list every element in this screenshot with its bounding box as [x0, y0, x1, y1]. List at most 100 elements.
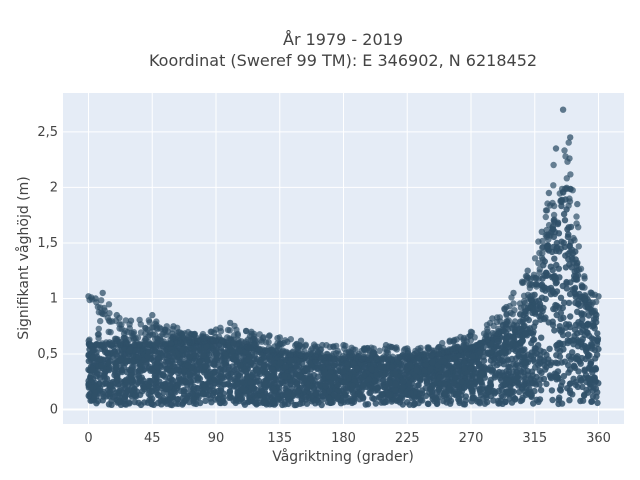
data-point: [535, 398, 542, 405]
data-point: [555, 400, 562, 408]
data-point: [440, 358, 448, 365]
data-point: [538, 228, 545, 235]
data-point: [526, 390, 533, 398]
data-point: [101, 375, 109, 383]
data-point: [289, 392, 297, 400]
data-point: [564, 385, 571, 392]
data-point: [85, 293, 92, 300]
data-point: [537, 306, 544, 313]
data-point: [575, 319, 582, 326]
data-point: [245, 389, 253, 396]
data-point: [533, 373, 540, 381]
data-point: [270, 360, 277, 367]
data-point: [255, 346, 263, 353]
x-tick-label: 90: [208, 431, 225, 446]
data-point: [450, 379, 457, 386]
data-point: [213, 355, 220, 362]
data-point: [142, 324, 149, 332]
data-point: [149, 387, 156, 395]
data-point: [502, 320, 510, 328]
data-point: [529, 380, 536, 387]
data-point: [579, 397, 587, 404]
data-point: [265, 392, 272, 400]
data-point: [559, 106, 567, 113]
data-point: [477, 374, 484, 381]
data-point: [181, 388, 188, 395]
data-point: [236, 362, 244, 369]
data-point: [531, 255, 539, 262]
data-point: [206, 378, 213, 385]
data-point: [360, 382, 367, 389]
data-point: [321, 369, 329, 377]
data-point: [127, 317, 135, 324]
data-point: [162, 331, 170, 339]
data-point: [560, 372, 568, 380]
data-point: [545, 236, 552, 243]
data-point: [85, 382, 92, 389]
data-point: [422, 361, 430, 368]
data-point: [541, 356, 548, 363]
data-point: [573, 213, 580, 220]
data-point: [530, 328, 537, 335]
data-point: [378, 356, 386, 363]
data-point: [174, 384, 181, 392]
data-point: [106, 365, 113, 372]
data-point: [430, 350, 437, 357]
data-point: [408, 353, 415, 360]
y-tick-label: 1: [50, 291, 58, 306]
data-point: [453, 363, 460, 370]
data-point: [578, 338, 585, 345]
data-point: [552, 145, 560, 152]
data-point: [586, 375, 593, 382]
data-point: [87, 341, 95, 348]
data-point: [226, 388, 233, 395]
data-point: [117, 367, 125, 374]
data-point: [167, 340, 175, 347]
chart-title-line-1: År 1979 - 2019: [283, 30, 403, 49]
x-tick-label: 135: [267, 431, 292, 446]
data-point: [186, 371, 194, 378]
data-point: [429, 383, 436, 390]
data-point: [362, 401, 369, 408]
data-point: [261, 399, 268, 406]
data-point: [537, 316, 544, 323]
data-point: [387, 355, 394, 362]
data-point: [540, 375, 548, 383]
data-point: [569, 250, 577, 257]
data-point: [550, 161, 557, 169]
data-point: [295, 387, 302, 394]
data-point: [549, 274, 556, 281]
data-point: [519, 359, 527, 366]
data-point: [179, 400, 187, 407]
data-point: [217, 385, 225, 392]
data-point: [521, 352, 528, 359]
data-point: [504, 388, 511, 395]
data-point: [260, 362, 267, 369]
data-point: [184, 362, 192, 369]
data-point: [562, 264, 570, 271]
data-point: [575, 224, 582, 231]
data-point: [299, 360, 306, 367]
data-point: [120, 330, 128, 337]
data-point: [170, 323, 177, 330]
data-point: [128, 363, 136, 371]
data-point: [539, 237, 546, 245]
data-point: [398, 395, 406, 402]
x-tick-label: 315: [522, 431, 547, 446]
data-point: [578, 283, 586, 290]
data-point: [461, 360, 468, 367]
data-point: [210, 361, 217, 368]
data-point: [384, 349, 392, 356]
data-point: [310, 371, 318, 379]
data-point: [477, 349, 484, 357]
data-point: [87, 372, 95, 379]
data-point: [360, 371, 367, 378]
data-point: [424, 400, 432, 407]
data-point: [200, 352, 207, 359]
data-point: [154, 384, 161, 391]
data-point: [341, 354, 349, 361]
data-point: [518, 384, 526, 391]
data-point: [579, 383, 586, 391]
data-point: [340, 341, 347, 349]
data-point: [382, 341, 390, 349]
